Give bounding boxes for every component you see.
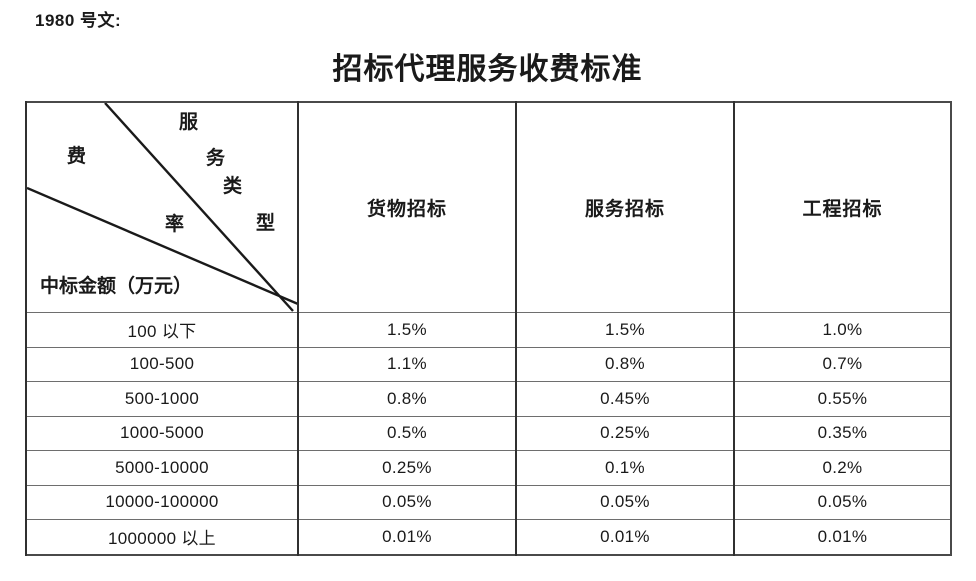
table-row: 100-500 1.1% 0.8% 0.7%	[25, 346, 951, 382]
axis-fee-rate-char: 率	[165, 213, 185, 235]
column-header-goods: 货物招标	[297, 101, 516, 313]
amount-cell: 100 以下	[25, 312, 298, 347]
page-title: 招标代理服务收费标准	[332, 52, 643, 87]
table-row: 10000-100000 0.05% 0.05% 0.05%	[25, 484, 951, 520]
rate-cell: 0.01%	[297, 519, 516, 555]
rate-cell: 0.2%	[733, 450, 951, 485]
axis-service-type-char: 务	[206, 147, 226, 169]
column-header-service: 服务招标	[515, 101, 734, 313]
axis-service-type-char: 类	[223, 175, 243, 197]
table-header-row: 服 务 类 型 费 率 中标金额（万元） 货物招标 服务招标 工程招标	[25, 101, 951, 313]
axis-service-type-char: 型	[256, 212, 276, 234]
diagonal-header: 服 务 类 型 费 率 中标金额（万元）	[28, 103, 297, 312]
amount-cell: 1000000 以上	[25, 519, 298, 555]
fee-standard-table: 服 务 类 型 费 率 中标金额（万元） 货物招标 服务招标 工程招标 100 …	[25, 101, 952, 556]
rate-cell: 0.7%	[733, 346, 951, 382]
rate-cell: 0.5%	[297, 415, 516, 451]
rate-cell: 0.05%	[515, 484, 734, 520]
table-row: 500-1000 0.8% 0.45% 0.55%	[25, 381, 951, 416]
rate-cell: 0.01%	[733, 519, 951, 555]
rate-cell: 1.1%	[297, 346, 516, 382]
amount-cell: 500-1000	[25, 381, 298, 416]
rate-cell: 0.8%	[297, 381, 516, 416]
rate-cell: 0.01%	[515, 519, 734, 555]
axis-service-type-char: 服	[179, 111, 199, 133]
rate-cell: 0.25%	[297, 450, 516, 485]
rate-cell: 1.5%	[297, 312, 516, 347]
doc-number: 1980 号文:	[35, 11, 122, 30]
table-row: 5000-10000 0.25% 0.1% 0.2%	[25, 450, 951, 485]
axis-fee-rate-char: 费	[67, 145, 87, 167]
amount-cell: 10000-100000	[25, 484, 298, 520]
table-row: 1000000 以上 0.01% 0.01% 0.01%	[25, 519, 951, 555]
amount-axis-label: 中标金额（万元）	[40, 275, 193, 297]
rate-cell: 0.45%	[515, 381, 734, 416]
rate-cell: 0.25%	[515, 415, 734, 451]
rate-cell: 0.8%	[515, 346, 734, 382]
amount-cell: 5000-10000	[25, 450, 298, 485]
amount-cell: 1000-5000	[25, 415, 298, 451]
rate-cell: 0.05%	[733, 484, 951, 520]
rate-cell: 0.05%	[297, 484, 516, 520]
rate-cell: 1.0%	[733, 312, 951, 347]
diagonal-header-cell: 服 务 类 型 费 率 中标金额（万元）	[25, 101, 298, 313]
column-header-engineering: 工程招标	[733, 101, 951, 313]
rate-cell: 1.5%	[515, 312, 734, 347]
rate-cell: 0.35%	[733, 415, 951, 451]
table-row: 100 以下 1.5% 1.5% 1.0%	[25, 312, 951, 347]
rate-cell: 0.55%	[733, 381, 951, 416]
amount-cell: 100-500	[25, 346, 298, 382]
rate-cell: 0.1%	[515, 450, 734, 485]
table-row: 1000-5000 0.5% 0.25% 0.35%	[25, 415, 951, 451]
